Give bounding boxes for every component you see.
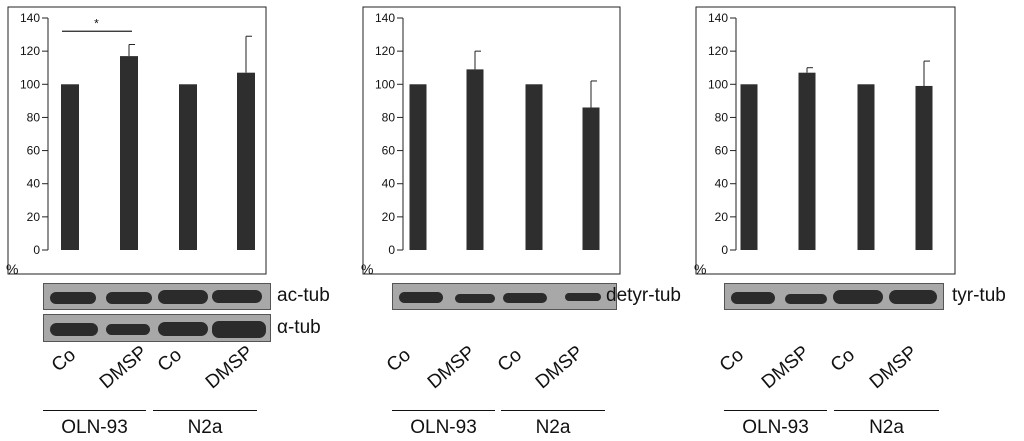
band [399, 292, 443, 303]
bar [857, 84, 875, 251]
bar-chart-2: 0 20 40 60 80 100 120 140% [361, 6, 621, 277]
y-tick-label: 120 [375, 44, 395, 58]
y-tick-label: 100 [20, 77, 40, 91]
bar [120, 56, 138, 250]
group-label: N2a [187, 417, 223, 438]
band [106, 292, 152, 304]
y-tick-label: 0 [721, 243, 728, 257]
band [889, 290, 937, 304]
y-tick-label: 40 [715, 177, 729, 191]
western-blot-detyr-tub [392, 283, 617, 310]
y-axis-label: % [6, 261, 18, 277]
y-axis-label: % [694, 261, 706, 277]
band [565, 293, 601, 301]
group-label: OLN-93 [61, 417, 128, 438]
y-tick-label: 40 [27, 177, 41, 191]
band [731, 292, 775, 304]
bar [525, 84, 543, 251]
bar [409, 84, 427, 251]
lane-label: DMSP [95, 341, 152, 394]
y-tick-label: 20 [382, 210, 396, 224]
y-tick-label: 40 [382, 177, 396, 191]
y-tick-label: 140 [20, 11, 40, 25]
western-blot-alpha-tub [43, 314, 271, 342]
group-label: OLN-93 [410, 417, 477, 438]
bar-chart-3: 0 20 40 60 80 100 120 140% [694, 6, 956, 277]
y-tick-label: 60 [382, 144, 396, 158]
lane-label: Co [153, 344, 186, 377]
western-blot-ac-tub [43, 283, 271, 310]
lane-label: Co [382, 344, 415, 377]
lane-label: DMSP [865, 341, 922, 394]
y-axis-label: % [361, 261, 373, 277]
group-line-n2a [834, 410, 939, 411]
group-label: OLN-93 [742, 417, 809, 438]
y-tick-label: 20 [27, 210, 41, 224]
group-line-oln93 [392, 410, 495, 411]
group-line-oln93 [43, 410, 146, 411]
group-line-n2a [501, 410, 605, 411]
lane-label: Co [715, 344, 748, 377]
y-tick-label: 140 [708, 11, 728, 25]
group-label: N2a [869, 417, 904, 438]
plot-frame [7, 6, 267, 275]
y-tick-label: 100 [708, 77, 728, 91]
blot-label: detyr-tub [606, 285, 681, 306]
group-line-oln93 [724, 410, 827, 411]
band [212, 290, 262, 303]
band [833, 290, 883, 304]
bar [61, 84, 79, 251]
y-tick-label: 140 [375, 11, 395, 25]
y-tick-label: 0 [388, 243, 395, 257]
bar [740, 84, 758, 251]
bar [798, 72, 816, 250]
group-line-n2a [153, 410, 257, 411]
lane-label: Co [47, 344, 80, 377]
panel-detyr-tub: 0 20 40 60 80 100 120 140% detyr-tub Co DMSP Co… [355, 0, 695, 441]
bar [179, 84, 197, 251]
bar [582, 107, 600, 250]
lane-label: DMSP [757, 341, 814, 394]
plot-frame [695, 6, 956, 275]
y-tick-label: 80 [715, 110, 729, 124]
band [785, 294, 827, 304]
plot-frame [362, 6, 621, 275]
lane-label: DMSP [201, 341, 258, 394]
lane-label: Co [826, 344, 859, 377]
y-tick-label: 120 [20, 44, 40, 58]
western-blot-tyr-tub [724, 283, 944, 310]
lane-label: DMSP [531, 341, 588, 394]
y-tick-label: 100 [375, 77, 395, 91]
band [50, 323, 98, 336]
y-tick-label: 80 [382, 110, 396, 124]
lane-label: Co [493, 344, 526, 377]
y-tick-label: 80 [27, 110, 41, 124]
band [158, 322, 208, 336]
bar [466, 69, 484, 250]
y-tick-label: 60 [27, 144, 41, 158]
blot-label: tyr-tub [952, 285, 1006, 306]
bar [237, 72, 255, 250]
y-tick-label: 60 [715, 144, 729, 158]
blot-label: α-tub [277, 317, 321, 338]
band [158, 290, 208, 304]
band [503, 293, 547, 303]
lane-label: DMSP [423, 341, 480, 394]
y-tick-label: 20 [715, 210, 729, 224]
group-label: N2a [535, 417, 571, 438]
panel-ac-tub: 0 20 40 60 80 100 120 140% * ac-tub α-tub Co DMS… [0, 0, 340, 441]
panel-tyr-tub: 0 20 40 60 80 100 120 140% tyr-tub Co DMSP Co D… [688, 0, 1024, 441]
band [106, 324, 150, 335]
y-tick-label: 0 [33, 243, 40, 257]
band [50, 292, 96, 304]
bar [915, 85, 933, 250]
band [455, 294, 495, 303]
band [212, 321, 266, 338]
y-tick-label: 120 [708, 44, 728, 58]
bar-chart-1: 0 20 40 60 80 100 120 140% * [6, 6, 267, 277]
significance-star: * [94, 16, 99, 30]
blot-label: ac-tub [277, 285, 330, 306]
